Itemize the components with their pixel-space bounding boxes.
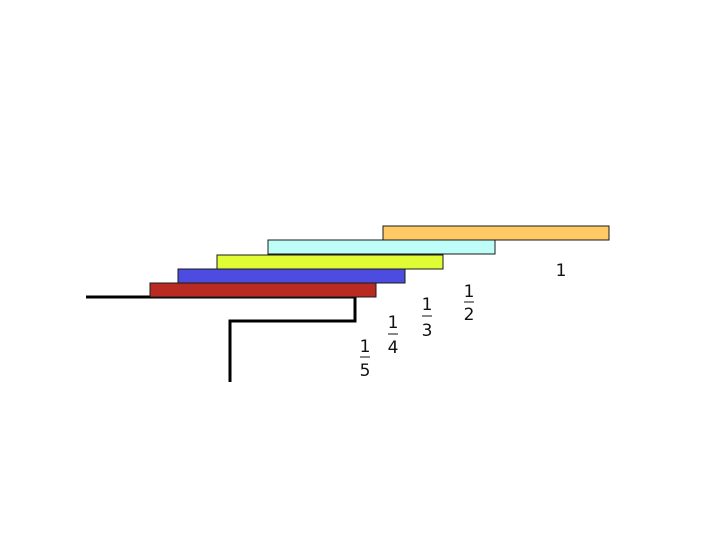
staircase-track	[86, 295, 357, 382]
label-one-quarter-denominator: 4	[388, 338, 399, 358]
block-one-fifth	[149, 282, 377, 298]
label-one-fifth: 1 5	[360, 337, 371, 381]
label-one-quarter-numerator: 1	[388, 313, 399, 333]
label-one-fifth-numerator: 1	[360, 337, 371, 357]
label-one: 1	[556, 261, 567, 281]
block-one	[382, 225, 610, 241]
label-one-half-denominator: 2	[464, 305, 475, 325]
label-one-third-denominator: 3	[422, 321, 433, 341]
block-one-third	[216, 254, 444, 270]
label-one-quarter: 1 4	[388, 313, 399, 358]
block-one-quarter	[177, 268, 406, 284]
label-one-third: 1 3	[422, 295, 433, 341]
label-one-half-numerator: 1	[464, 282, 475, 302]
block-one-half	[267, 239, 496, 255]
label-one-fifth-denominator: 5	[360, 361, 371, 381]
label-one-third-numerator: 1	[422, 295, 433, 315]
label-one-half: 1 2	[464, 282, 475, 325]
